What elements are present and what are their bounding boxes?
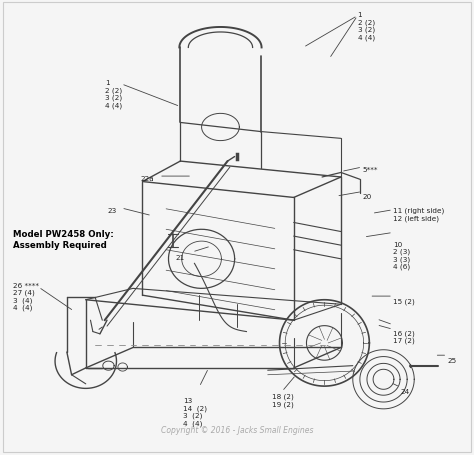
- Text: 25: 25: [447, 357, 456, 363]
- Text: 24: 24: [400, 389, 410, 394]
- Text: 15 (2): 15 (2): [393, 298, 415, 304]
- Text: 5***: 5***: [362, 166, 378, 172]
- Text: 21: 21: [175, 255, 185, 261]
- Text: 18 (2)
19 (2): 18 (2) 19 (2): [273, 393, 294, 407]
- Text: 1
2 (2)
3 (2)
4 (4): 1 2 (2) 3 (2) 4 (4): [105, 80, 122, 108]
- Text: 11 (right side)
12 (left side): 11 (right side) 12 (left side): [393, 207, 444, 221]
- Text: 13
14  (2)
3  (2)
4  (4): 13 14 (2) 3 (2) 4 (4): [182, 398, 207, 426]
- Text: 1
2 (2)
3 (2)
4 (4): 1 2 (2) 3 (2) 4 (4): [357, 12, 374, 40]
- Text: 16 (2)
17 (2): 16 (2) 17 (2): [393, 329, 415, 344]
- Text: 22a: 22a: [140, 175, 154, 182]
- Text: Copyright © 2016 - Jacks Small Engines: Copyright © 2016 - Jacks Small Engines: [161, 425, 313, 434]
- Text: 20: 20: [362, 193, 372, 199]
- Text: 26 ****
27 (4)
3  (4)
4  (4): 26 **** 27 (4) 3 (4) 4 (4): [12, 282, 38, 310]
- Text: 23: 23: [107, 207, 116, 213]
- Text: Model PW2458 Only:
Assembly Required: Model PW2458 Only: Assembly Required: [12, 230, 113, 249]
- Text: 10
2 (3)
3 (3)
4 (6): 10 2 (3) 3 (3) 4 (6): [393, 241, 410, 269]
